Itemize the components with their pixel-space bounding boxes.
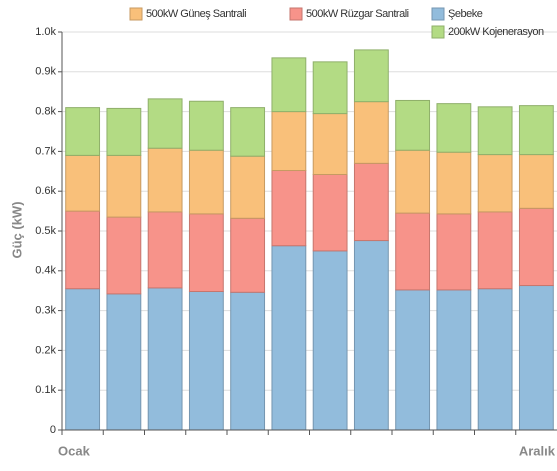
bar-segment [147,211,183,289]
bar-segment [395,99,431,151]
bar-segment [477,154,513,213]
bar-segment [353,49,389,103]
bar-segment [188,213,224,292]
bar-segment [147,287,183,431]
y-tick-label: 0.9k [35,66,56,78]
bar-segment [477,211,513,290]
legend-label: 500kW Güneş Santrali [146,8,246,20]
bar-segment [436,151,472,215]
bar-segment [147,98,183,149]
y-axis-label: Güç (kW) [9,201,24,258]
bar-segment [188,290,224,431]
y-tick-label: 0 [50,424,56,436]
bar-segment [518,285,554,431]
bar-segment [188,100,224,151]
bar-segment [518,207,554,287]
bar-segment [436,289,472,431]
bar-segment [312,61,348,115]
legend-swatch [289,7,303,21]
bar-segment [436,213,472,291]
bar-segment [518,105,554,156]
y-tick-label: 1.0k [35,26,56,38]
bar-segment [230,217,266,293]
bar-segment [106,293,142,431]
bar-segment [106,154,142,218]
legend-label: 500kW Rüzgar Santrali [306,8,409,20]
x-tick-label: Ocak [58,443,91,458]
bar-segment [271,170,307,247]
bar-segment [353,101,389,164]
legend-label: Şebeke [448,8,483,20]
bar-segment [65,107,101,156]
bar-segment [395,212,431,291]
bar-segment [188,149,224,215]
bar-segment [436,103,472,153]
bar-segment [477,106,513,156]
y-tick-label: 0.7k [35,145,56,157]
bar-segment [518,154,554,209]
bar-segment [312,250,348,431]
x-tick-label: Aralık [519,443,556,458]
legend-swatch [431,25,445,39]
bar-segment [395,289,431,431]
bar-segment [395,149,431,214]
legend-label: 200kW Kojenerasyon [448,26,544,38]
legend-swatch [431,7,445,21]
bar-segment [106,216,142,295]
y-tick-label: 0.2k [35,344,56,356]
bar-segment [106,107,142,156]
bar-segment [230,291,266,431]
bar-segment [312,173,348,252]
y-tick-label: 0.4k [35,265,56,277]
legend-swatch [129,7,143,21]
bar-segment [230,155,266,219]
bar-segment [477,288,513,431]
bar-segment [65,154,101,212]
y-tick-label: 0.1k [35,384,56,396]
bar-segment [271,111,307,172]
bar-segment [65,288,101,431]
bar-segment [312,113,348,175]
y-tick-label: 0.8k [35,106,56,118]
bar-segment [271,57,307,113]
bar-segment [353,162,389,242]
y-tick-label: 0.3k [35,305,56,317]
bar-segment [271,245,307,431]
bar-segment [147,147,183,213]
y-tick-label: 0.6k [35,185,56,197]
y-tick-label: 0.5k [35,225,56,237]
bar-segment [65,210,101,290]
bar-segment [230,107,266,157]
bar-segment [353,240,389,431]
